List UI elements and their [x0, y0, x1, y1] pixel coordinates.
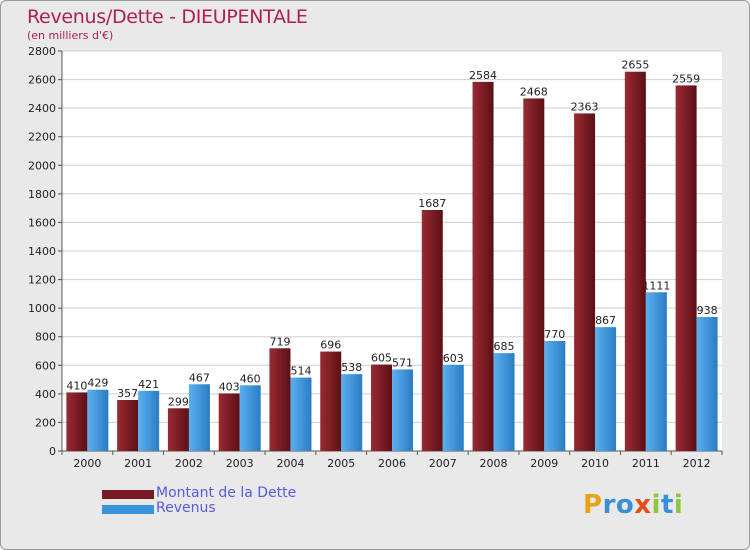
x-tick-label: 2000	[73, 457, 101, 470]
proxiti-logo: Proxiti	[583, 490, 683, 520]
x-tick-label: 2005	[327, 457, 355, 470]
x-tick-label: 2007	[429, 457, 457, 470]
y-tick-label: 800	[35, 331, 56, 344]
x-tick-label: 2004	[276, 457, 304, 470]
revenue-value-label: 571	[392, 356, 413, 369]
debt-bar	[269, 348, 291, 451]
x-tick-label: 2001	[124, 457, 152, 470]
revenue-bar	[493, 353, 515, 451]
revenue-bar	[290, 377, 312, 451]
y-tick-label: 1800	[28, 188, 56, 201]
revenue-bar	[341, 374, 363, 451]
revenue-bar	[87, 389, 109, 451]
revenue-bar	[239, 385, 261, 451]
debt-bar	[167, 408, 189, 451]
x-tick-label: 2002	[175, 457, 203, 470]
logo-letter: o	[615, 490, 635, 520]
logo-letter: t	[660, 490, 674, 520]
revenue-bar	[696, 317, 718, 451]
revenue-value-label: 1111	[642, 279, 670, 292]
legend-swatch-revenue	[102, 505, 154, 514]
debt-bar	[675, 85, 697, 451]
logo-letter: P	[583, 490, 603, 520]
legend-label-debt: Montant de la Dette	[156, 485, 297, 501]
debt-bar	[421, 210, 443, 451]
debt-value-label: 605	[371, 352, 392, 365]
debt-value-label: 2559	[672, 72, 700, 85]
revenue-value-label: 770	[544, 328, 565, 341]
y-tick-label: 2800	[28, 45, 56, 58]
debt-bar	[371, 364, 392, 451]
x-tick-label: 2008	[480, 457, 508, 470]
y-tick-label: 2200	[28, 131, 56, 144]
revenue-bar	[544, 341, 566, 451]
debt-value-label: 2468	[520, 85, 548, 98]
y-tick-label: 600	[35, 359, 56, 372]
chart-title: Revenus/Dette - DIEUPENTALE	[27, 6, 308, 28]
debt-bar	[624, 71, 646, 451]
y-tick-label: 200	[35, 416, 56, 429]
logo-letter: r	[602, 490, 616, 520]
debt-value-label: 696	[320, 339, 341, 352]
revenue-bar	[442, 364, 464, 451]
revenue-value-label: 603	[443, 352, 464, 365]
y-tick-label: 2600	[28, 74, 56, 87]
debt-bar	[117, 400, 139, 451]
revenue-bar	[188, 384, 210, 451]
y-tick-label: 1400	[28, 245, 56, 258]
y-tick-label: 0	[49, 445, 56, 458]
revenue-bar	[392, 369, 413, 451]
revenue-value-label: 514	[290, 365, 311, 378]
revenue-bar	[645, 292, 667, 451]
x-tick-label: 2012	[683, 457, 711, 470]
y-tick-label: 2000	[28, 159, 56, 172]
revenue-bar	[138, 390, 160, 451]
logo-letter: i	[651, 490, 661, 520]
revenue-value-label: 685	[494, 340, 515, 353]
debt-value-label: 410	[66, 379, 87, 392]
debt-bar	[472, 81, 494, 451]
revenue-value-label: 467	[189, 371, 210, 384]
revenue-value-label: 867	[595, 314, 616, 327]
x-tick-label: 2010	[581, 457, 609, 470]
debt-value-label: 299	[168, 395, 189, 408]
revenue-value-label: 938	[697, 304, 718, 317]
debt-bar	[218, 393, 240, 451]
y-tick-label: 400	[35, 388, 56, 401]
revenue-value-label: 460	[240, 372, 261, 385]
x-tick-label: 2009	[530, 457, 558, 470]
y-tick-label: 1200	[28, 274, 56, 287]
debt-bar	[320, 351, 342, 451]
revenue-value-label: 429	[87, 377, 108, 390]
logo-letter: x	[634, 490, 652, 520]
debt-value-label: 2584	[469, 69, 497, 82]
y-tick-label: 1000	[28, 302, 56, 315]
debt-value-label: 2363	[571, 100, 599, 113]
debt-bar	[66, 392, 88, 451]
y-tick-label: 2400	[28, 102, 56, 115]
legend-label-revenue: Revenus	[156, 500, 216, 516]
revenue-value-label: 421	[138, 378, 159, 391]
legend-swatch-debt	[102, 490, 154, 499]
x-tick-label: 2011	[632, 457, 660, 470]
debt-value-label: 1687	[418, 197, 446, 210]
x-tick-label: 2003	[226, 457, 254, 470]
y-tick-label: 1600	[28, 216, 56, 229]
revenue-value-label: 538	[341, 361, 362, 374]
debt-bar	[574, 113, 596, 451]
chart-subtitle: (en milliers d'€)	[27, 29, 114, 42]
debt-value-label: 2655	[621, 59, 649, 72]
logo-letter: i	[673, 490, 684, 520]
debt-value-label: 403	[219, 380, 240, 393]
debt-value-label: 357	[117, 387, 138, 400]
debt-value-label: 719	[269, 335, 290, 348]
revenue-bar	[595, 327, 617, 451]
x-tick-label: 2006	[378, 457, 406, 470]
debt-bar	[523, 98, 545, 451]
